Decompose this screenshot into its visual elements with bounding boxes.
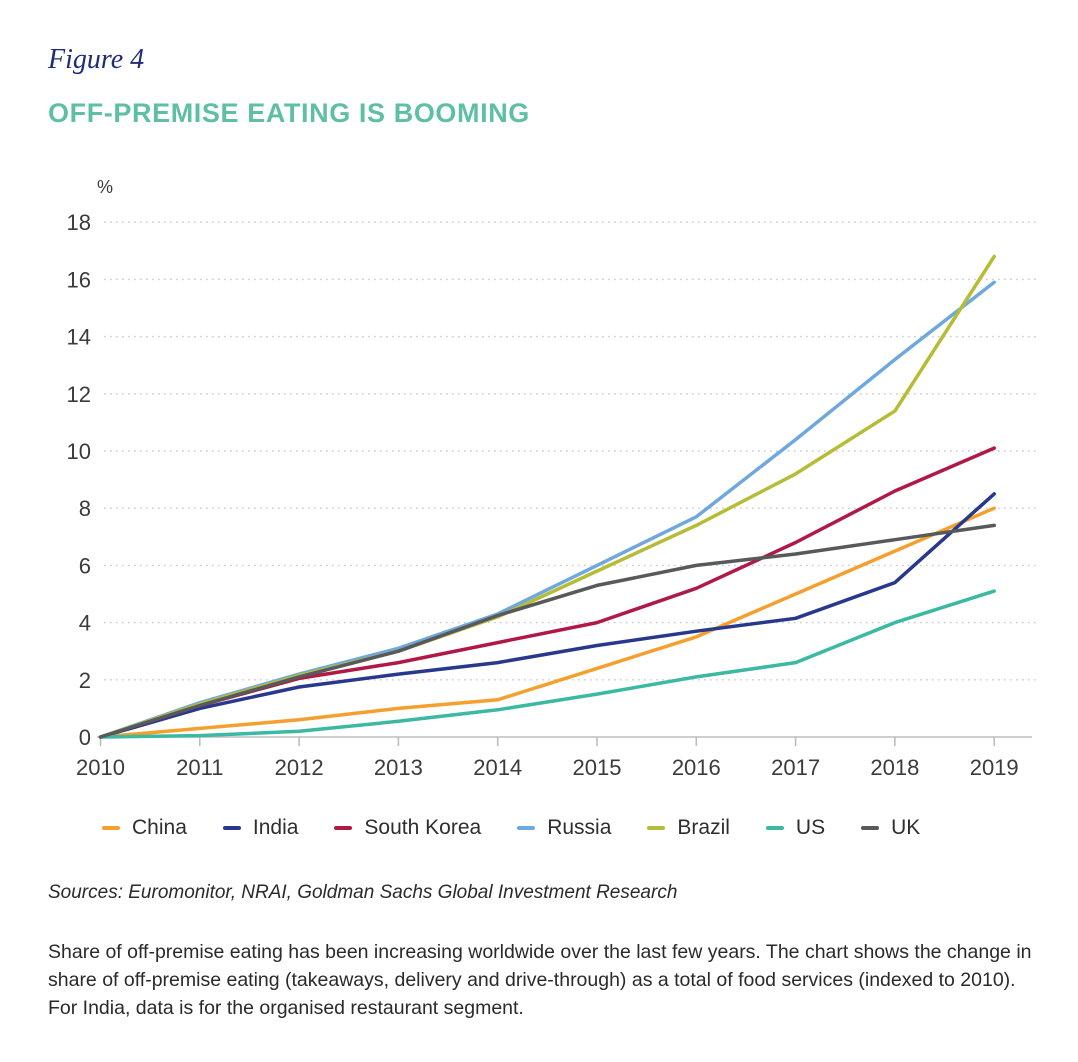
y-tick-label-6: 6 <box>79 553 91 578</box>
y-tick-label-4: 4 <box>79 611 91 636</box>
legend-label-india: India <box>252 816 299 839</box>
sources-note: Sources: Euromonitor, NRAI, Goldman Sach… <box>48 882 678 903</box>
x-tick-label-2011: 2011 <box>176 755 223 780</box>
y-tick-label-18: 18 <box>67 210 91 235</box>
legend-swatch-brazil <box>647 826 666 830</box>
legend-item-us: US <box>765 816 826 840</box>
y-axis-unit-label: % <box>97 177 113 197</box>
legend-swatch-uk <box>861 826 880 830</box>
legend-label-south-korea: South Korea <box>364 816 482 839</box>
x-tick-label-2016: 2016 <box>672 755 721 780</box>
legend-swatch-india <box>222 826 241 830</box>
x-tick-label-2018: 2018 <box>870 755 919 780</box>
legend-label-russia: Russia <box>547 816 612 839</box>
legend-item-india: India <box>222 816 299 840</box>
figure-label: Figure 4 <box>48 44 145 75</box>
x-tick-label-2017: 2017 <box>771 755 820 780</box>
x-tick-label-2010: 2010 <box>76 755 125 780</box>
y-tick-label-2: 2 <box>79 668 91 693</box>
legend-item-brazil: Brazil <box>647 816 730 840</box>
legend-swatch-china <box>102 826 120 830</box>
legend-swatch-us <box>765 826 784 830</box>
line-chart: 2010 2011 2012 2013 2014 2015 2016 2017 2018 2019… <box>67 177 1040 780</box>
x-tick-label-2014: 2014 <box>473 755 522 780</box>
series-line-brazil <box>98 254 996 739</box>
legend-swatch-south-korea <box>334 826 353 830</box>
series-line-india <box>98 492 996 739</box>
y-tick-label-16: 16 <box>67 267 91 292</box>
legend-label-brazil: Brazil <box>677 816 730 839</box>
x-tick-label-2015: 2015 <box>573 755 622 780</box>
chart-title: OFF-PREMISE EATING IS BOOMING <box>48 98 530 128</box>
y-tick-label-8: 8 <box>79 496 91 521</box>
series-line-us <box>98 589 996 739</box>
figure-caption: Share of off-premise eating has been inc… <box>48 941 1032 1019</box>
legend-item-russia: Russia <box>517 816 611 840</box>
y-tick-label-0: 0 <box>79 725 91 750</box>
legend-item-south-korea: South Korea <box>334 816 481 840</box>
series-line-china <box>98 506 996 739</box>
x-tick-label-2012: 2012 <box>275 755 324 780</box>
legend-swatch-russia <box>517 826 536 830</box>
legend-item-china: China <box>102 816 187 840</box>
chart-legend: China India South Korea Russia Brazil US UK <box>102 812 1002 844</box>
series-line-uk <box>98 523 996 739</box>
legend-item-uk: UK <box>861 816 920 840</box>
legend-label-china: China <box>132 816 187 839</box>
y-tick-label-14: 14 <box>67 325 91 350</box>
legend-label-uk: UK <box>891 816 921 839</box>
x-tick-label-2019: 2019 <box>970 755 1019 780</box>
x-tick-label-2013: 2013 <box>374 755 423 780</box>
y-tick-label-10: 10 <box>67 439 91 464</box>
legend-label-us: US <box>795 816 826 839</box>
y-tick-label-12: 12 <box>67 382 91 407</box>
